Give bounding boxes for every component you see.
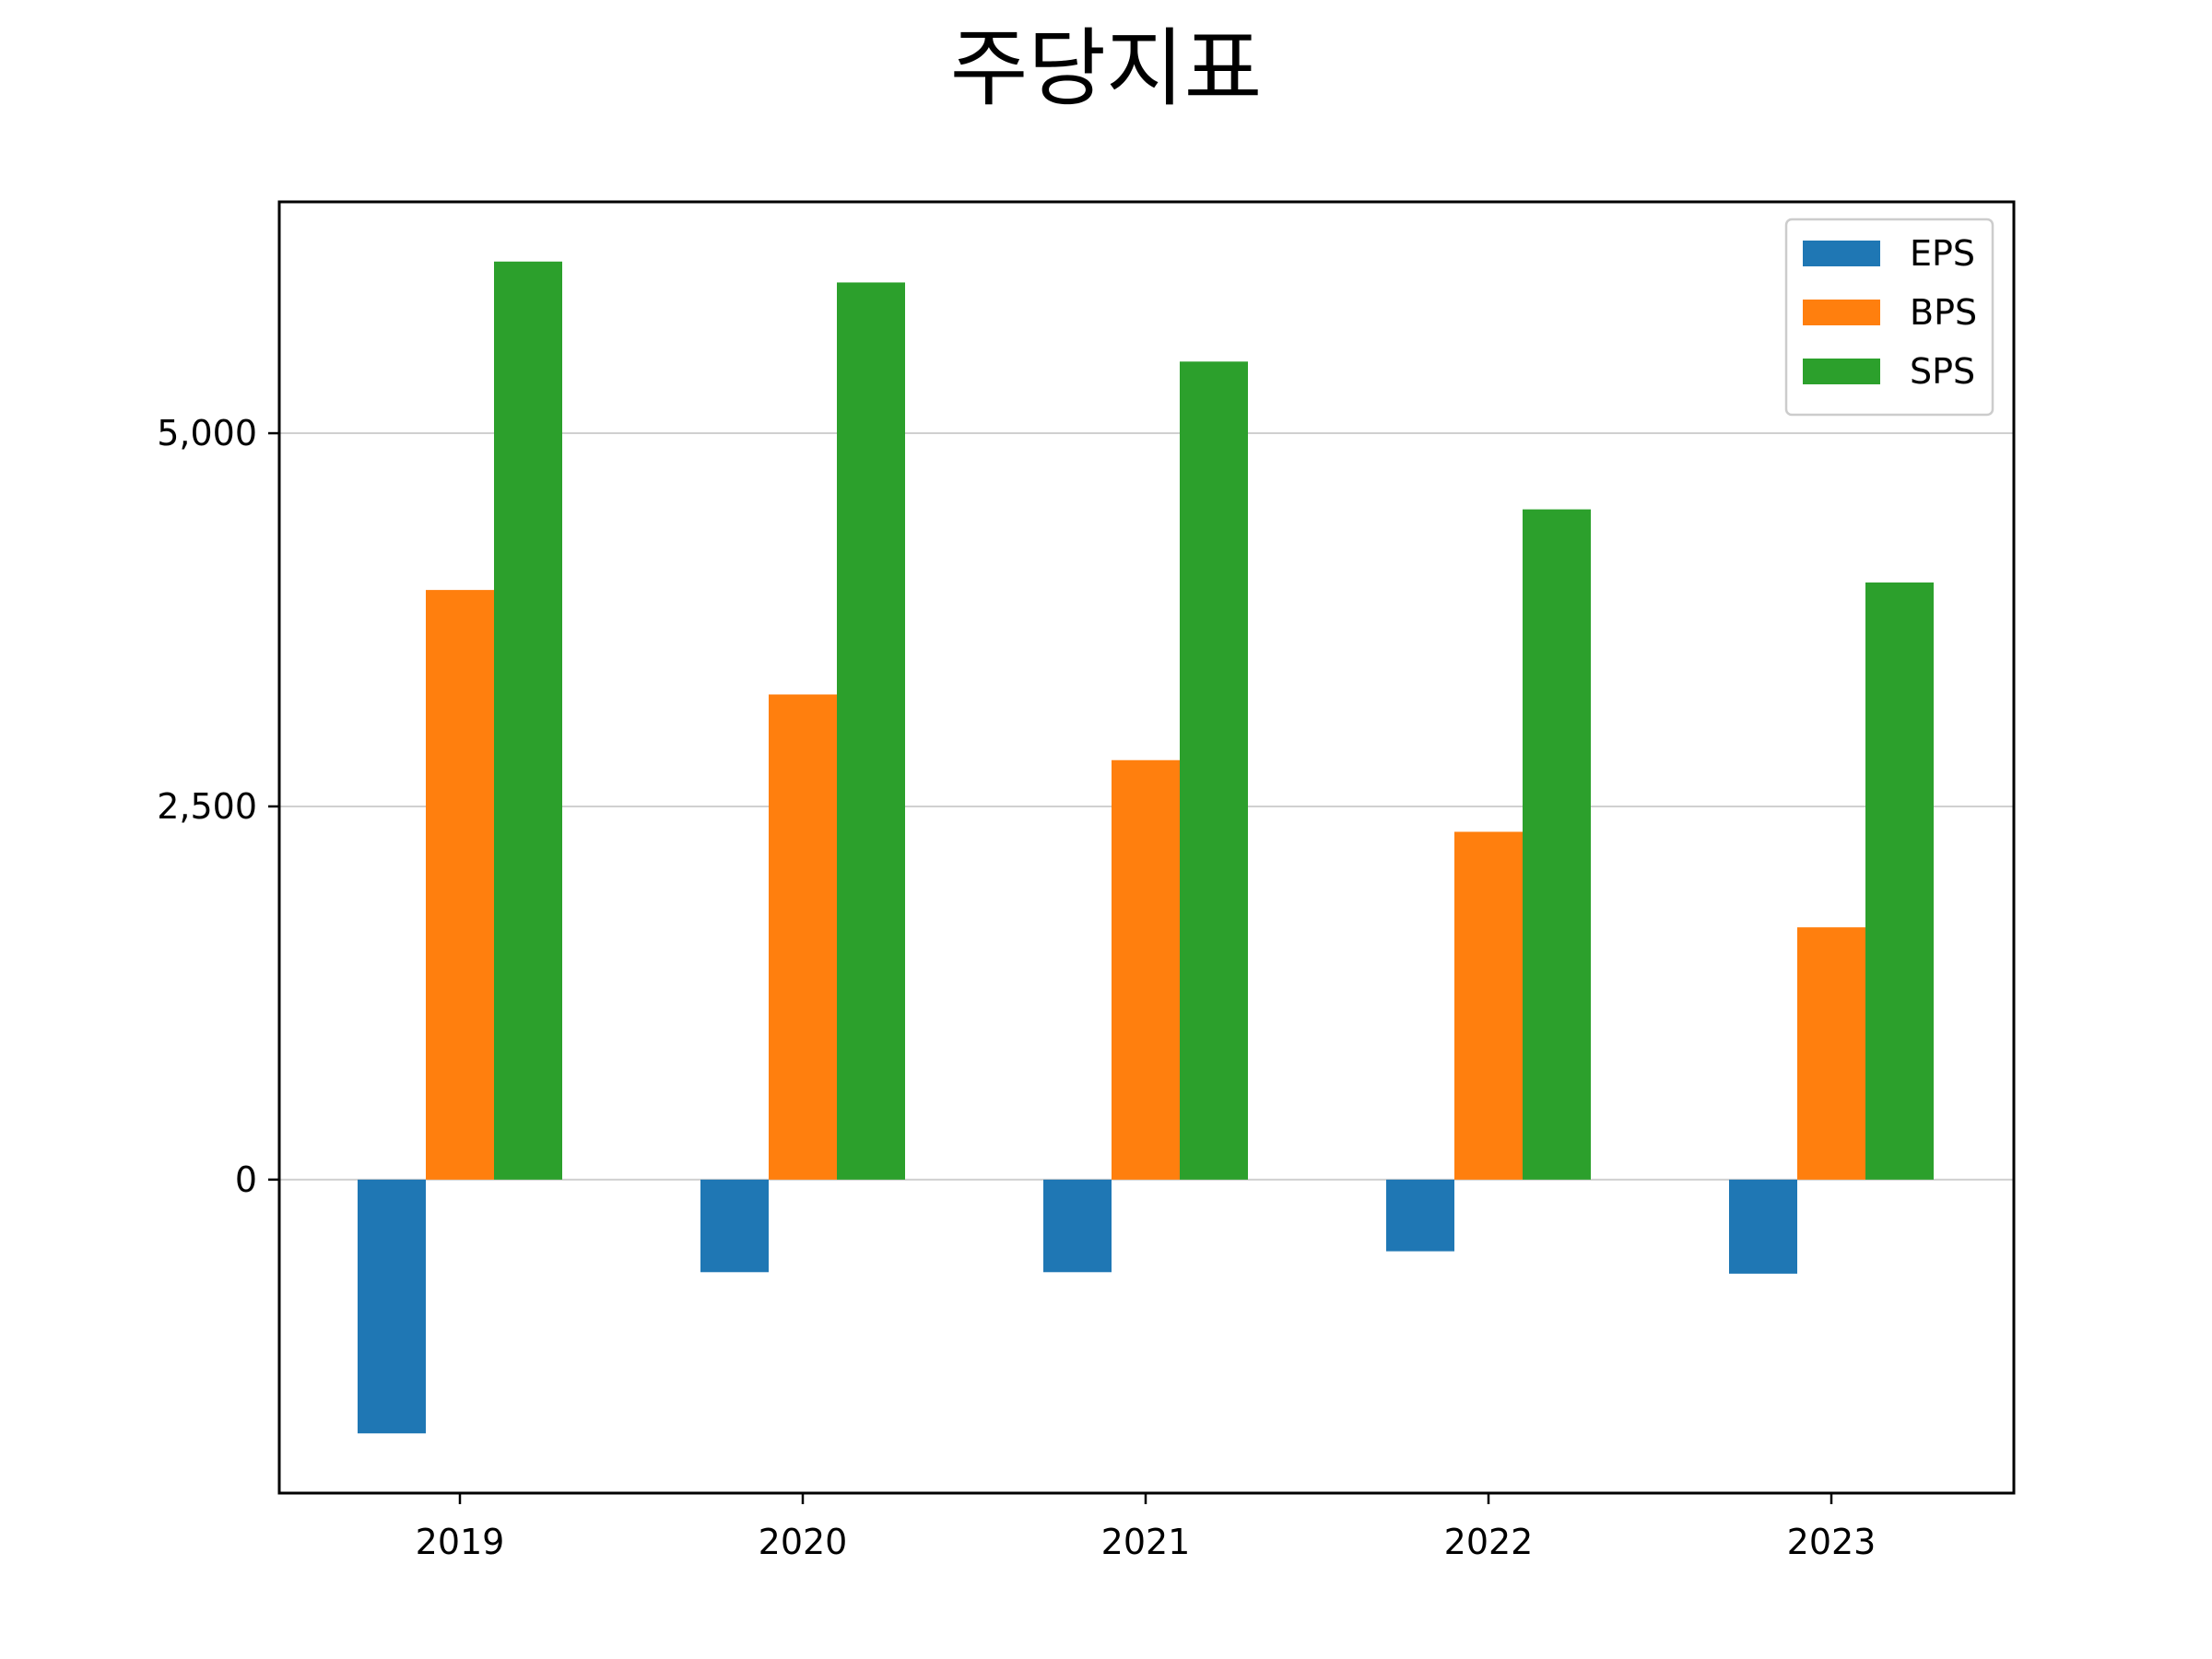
bar-bps-2019 [426, 590, 494, 1180]
x-tick-label: 2022 [1444, 1522, 1534, 1562]
bar-eps-2023 [1729, 1179, 1797, 1274]
bar-bps-2022 [1454, 831, 1523, 1180]
bar-bps-2020 [769, 694, 837, 1180]
legend-label-eps: EPS [1910, 233, 1975, 274]
chart-title: 주당지표 [949, 19, 1263, 118]
bar-sps-2020 [837, 282, 905, 1180]
x-tick-label: 2020 [759, 1522, 848, 1562]
bar-eps-2019 [358, 1179, 426, 1434]
legend-label-sps: SPS [1910, 351, 1975, 392]
legend-swatch-bps [1803, 300, 1880, 325]
legend-label-bps: BPS [1910, 292, 1977, 333]
bar-eps-2020 [700, 1179, 769, 1273]
bar-sps-2022 [1523, 509, 1591, 1180]
bar-sps-2019 [494, 261, 562, 1180]
y-tick-label: 2,500 [157, 786, 257, 827]
legend-swatch-sps [1803, 359, 1880, 384]
x-tick-label: 2023 [1787, 1522, 1877, 1562]
axis-ticks: 0 2,500 5,000 2019 2020 2021 2022 2023 [157, 413, 1876, 1562]
bar-eps-2021 [1043, 1179, 1112, 1273]
bar-sps-2023 [1865, 582, 1934, 1180]
legend: EPS BPS SPS [1784, 218, 1994, 417]
bar-bps-2021 [1112, 759, 1180, 1180]
bar-sps-2021 [1180, 361, 1248, 1180]
y-tick-label: 5,000 [157, 413, 257, 453]
x-tick-label: 2021 [1101, 1522, 1191, 1562]
bars [358, 261, 1934, 1434]
y-tick-label: 0 [235, 1159, 257, 1200]
x-tick-label: 2019 [416, 1522, 505, 1562]
legend-swatch-eps [1803, 241, 1880, 266]
bar-bps-2023 [1797, 927, 1865, 1180]
bar-eps-2022 [1386, 1179, 1454, 1252]
